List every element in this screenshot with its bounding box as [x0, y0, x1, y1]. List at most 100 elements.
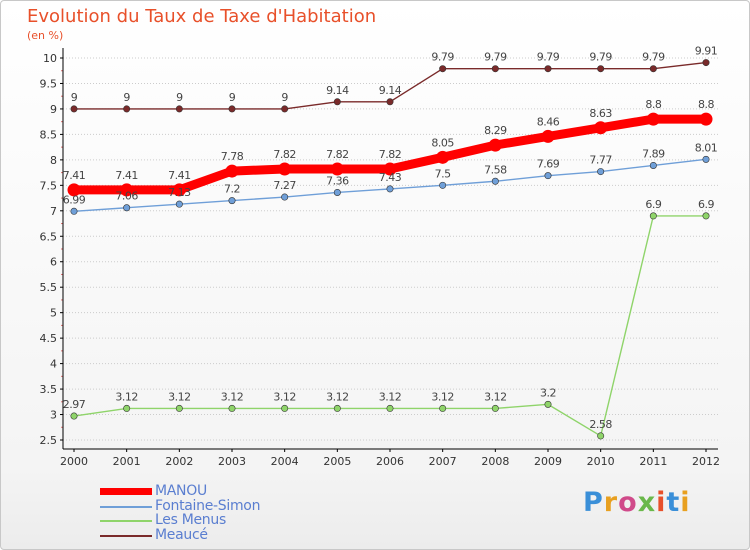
- data-label-meauc: 9.79: [642, 51, 665, 64]
- x-tick-label: 2003: [218, 455, 246, 468]
- point-fontaine-simon: [544, 172, 552, 180]
- data-label-les-menus: 3.12: [326, 390, 349, 403]
- point-manou: [436, 150, 450, 164]
- point-meauc: [544, 65, 552, 73]
- point-fontaine-simon: [386, 185, 394, 193]
- data-label-les-menus: 6.9: [698, 198, 714, 211]
- y-tick-label: 4.5: [40, 332, 58, 345]
- point-manou: [646, 112, 660, 126]
- y-axis-unit: (en %): [27, 29, 64, 42]
- legend-label-meauce: Meaucé: [155, 526, 208, 543]
- point-manou: [330, 162, 344, 176]
- data-label-les-menus: 2.97: [63, 398, 86, 411]
- legend-label-manou: MANOU: [155, 483, 207, 499]
- data-label-les-menus: 3.12: [484, 390, 507, 403]
- data-label-meauc: 9: [71, 91, 78, 104]
- x-tick-label: 2008: [481, 455, 509, 468]
- point-fontaine-simon: [123, 204, 131, 212]
- y-tick-label: 9: [50, 103, 57, 116]
- point-les-menus: [123, 404, 131, 412]
- data-label-les-menus: 3.12: [115, 390, 138, 403]
- point-les-menus: [544, 400, 552, 408]
- point-manou: [120, 183, 134, 197]
- y-tick-label: 6.5: [40, 230, 58, 243]
- data-label-les-menus: 6.9: [645, 198, 661, 211]
- legend-label-les-menus: Les Menus: [155, 512, 226, 528]
- data-label-manou: 7.41: [63, 169, 86, 182]
- data-label-manou: 7.78: [221, 150, 244, 163]
- data-label-meauc: 9.91: [695, 45, 718, 58]
- data-label-les-menus: 3.12: [168, 390, 191, 403]
- y-tick-label: 2.5: [40, 434, 58, 447]
- data-label-meauc: 9: [281, 91, 288, 104]
- point-meauc: [439, 65, 447, 73]
- point-les-menus: [597, 432, 605, 440]
- data-label-manou: 8.46: [537, 115, 560, 128]
- y-tick-label: 7: [50, 205, 57, 218]
- data-label-manou: 8.05: [431, 136, 454, 149]
- data-label-les-menus: 2.58: [589, 418, 612, 431]
- data-label-les-menus: 3.2: [540, 386, 556, 399]
- point-fontaine-simon: [281, 193, 289, 201]
- y-tick-label: 5.5: [40, 281, 58, 294]
- x-tick-label: 2004: [271, 455, 299, 468]
- data-label-meauc: 9: [176, 91, 183, 104]
- y-tick-label: 3.5: [40, 383, 58, 396]
- point-manou: [225, 164, 239, 178]
- data-label-fontaine-simon: 8.01: [695, 141, 718, 154]
- data-label-fontaine-simon: 7.69: [537, 158, 560, 171]
- point-les-menus: [228, 404, 236, 412]
- point-les-menus: [702, 212, 710, 220]
- point-fontaine-simon: [702, 155, 710, 163]
- x-tick-label: 2006: [376, 455, 404, 468]
- point-meauc: [228, 105, 236, 113]
- data-label-fontaine-simon: 7.13: [168, 186, 191, 199]
- point-fontaine-simon: [649, 161, 657, 169]
- data-label-meauc: 9.14: [379, 84, 402, 97]
- y-tick-label: 3: [50, 409, 57, 422]
- y-tick-label: 5: [50, 307, 57, 320]
- data-label-meauc: 9.79: [484, 51, 507, 64]
- point-manou: [383, 162, 397, 176]
- point-fontaine-simon: [597, 168, 605, 176]
- point-meauc: [597, 65, 605, 73]
- point-meauc: [386, 98, 394, 106]
- y-tick-label: 7.5: [40, 179, 58, 192]
- x-tick-label: 2005: [323, 455, 351, 468]
- point-manou: [67, 183, 81, 197]
- point-meauc: [649, 65, 657, 73]
- data-label-meauc: 9: [123, 91, 130, 104]
- x-tick-label: 2002: [165, 455, 193, 468]
- point-les-menus: [70, 412, 78, 420]
- point-fontaine-simon: [333, 188, 341, 196]
- data-label-meauc: 9: [229, 91, 236, 104]
- x-tick-label: 2011: [639, 455, 667, 468]
- point-manou: [594, 121, 608, 135]
- y-tick-label: 10: [43, 52, 57, 65]
- point-fontaine-simon: [439, 181, 447, 189]
- point-meauc: [281, 105, 289, 113]
- point-meauc: [70, 105, 78, 113]
- point-manou: [699, 112, 713, 126]
- data-label-les-menus: 3.12: [431, 390, 454, 403]
- data-label-fontaine-simon: 7.43: [379, 171, 402, 184]
- x-tick-label: 2001: [113, 455, 141, 468]
- point-meauc: [702, 59, 710, 67]
- point-fontaine-simon: [70, 207, 78, 215]
- proxiti-logo: Proxiti: [583, 487, 691, 518]
- y-tick-label: 8.5: [40, 128, 58, 141]
- point-meauc: [175, 105, 183, 113]
- point-fontaine-simon: [175, 200, 183, 208]
- legend-swatch-fontaine-simon: [100, 505, 152, 508]
- data-label-fontaine-simon: 6.99: [63, 193, 86, 206]
- data-label-manou: 7.41: [115, 169, 138, 182]
- data-label-fontaine-simon: 7.06: [115, 190, 138, 203]
- point-meauc: [491, 65, 499, 73]
- point-les-menus: [649, 212, 657, 220]
- data-label-meauc: 9.79: [537, 51, 560, 64]
- data-label-fontaine-simon: 7.36: [326, 174, 349, 187]
- data-label-meauc: 9.79: [589, 51, 612, 64]
- data-label-manou: 7.82: [326, 148, 349, 161]
